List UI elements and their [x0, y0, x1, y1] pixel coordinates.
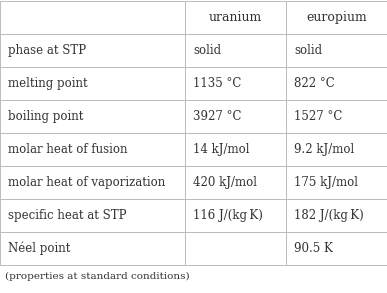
- Text: (properties at standard conditions): (properties at standard conditions): [5, 271, 190, 281]
- Bar: [286, 100, 387, 133]
- Bar: [0, 133, 185, 166]
- Bar: [286, 133, 387, 166]
- Text: 420 kJ/mol: 420 kJ/mol: [193, 176, 257, 189]
- Text: 182 J/(kg K): 182 J/(kg K): [294, 209, 364, 222]
- Text: 1527 °C: 1527 °C: [294, 110, 342, 123]
- Bar: [185, 232, 286, 265]
- Bar: [286, 67, 387, 100]
- Text: molar heat of fusion: molar heat of fusion: [8, 143, 127, 156]
- Bar: [185, 34, 286, 67]
- Text: 116 J/(kg K): 116 J/(kg K): [193, 209, 263, 222]
- Bar: [185, 67, 286, 100]
- Text: 9.2 kJ/mol: 9.2 kJ/mol: [294, 143, 354, 156]
- Bar: [0, 100, 185, 133]
- Text: melting point: melting point: [8, 77, 87, 90]
- Bar: [286, 199, 387, 232]
- Bar: [185, 1, 286, 34]
- Bar: [0, 232, 185, 265]
- Bar: [185, 100, 286, 133]
- Text: europium: europium: [306, 11, 367, 24]
- Bar: [0, 34, 185, 67]
- Bar: [286, 34, 387, 67]
- Text: 1135 °C: 1135 °C: [193, 77, 241, 90]
- Text: 14 kJ/mol: 14 kJ/mol: [193, 143, 250, 156]
- Bar: [185, 166, 286, 199]
- Text: phase at STP: phase at STP: [8, 44, 86, 57]
- Text: Néel point: Néel point: [8, 242, 70, 255]
- Text: 3927 °C: 3927 °C: [193, 110, 241, 123]
- Bar: [0, 199, 185, 232]
- Bar: [286, 166, 387, 199]
- Text: uranium: uranium: [209, 11, 262, 24]
- Text: solid: solid: [294, 44, 322, 57]
- Text: 822 °C: 822 °C: [294, 77, 335, 90]
- Bar: [286, 1, 387, 34]
- Bar: [286, 232, 387, 265]
- Text: 175 kJ/mol: 175 kJ/mol: [294, 176, 358, 189]
- Text: 90.5 K: 90.5 K: [294, 242, 333, 255]
- Text: molar heat of vaporization: molar heat of vaporization: [8, 176, 165, 189]
- Text: solid: solid: [193, 44, 221, 57]
- Bar: [0, 1, 185, 34]
- Bar: [0, 166, 185, 199]
- Text: specific heat at STP: specific heat at STP: [8, 209, 127, 222]
- Bar: [185, 199, 286, 232]
- Text: boiling point: boiling point: [8, 110, 83, 123]
- Bar: [185, 133, 286, 166]
- Bar: [0, 67, 185, 100]
